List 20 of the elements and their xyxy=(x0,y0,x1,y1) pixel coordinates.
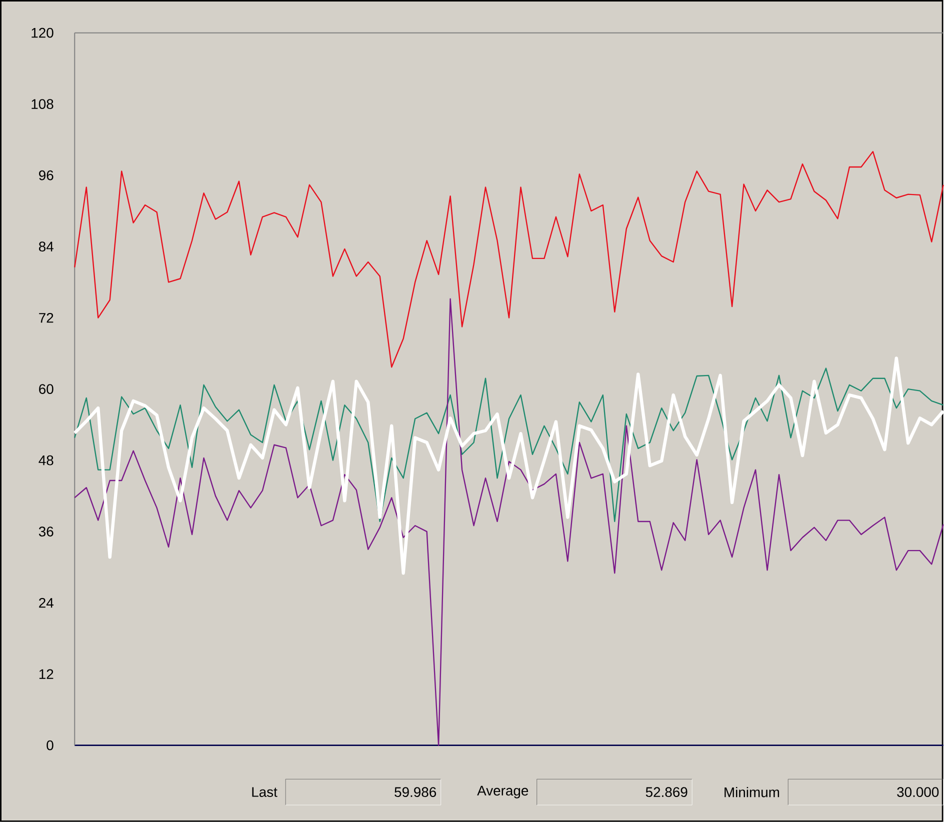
y-tick-label: 36 xyxy=(38,526,54,537)
y-tick-label: 0 xyxy=(46,740,54,750)
y-tick-label: 108 xyxy=(32,99,54,110)
y-tick-label: 96 xyxy=(39,170,54,180)
text: 52.869 xyxy=(646,787,688,798)
line-series xyxy=(74,368,944,522)
line-series xyxy=(74,298,944,746)
text: Average xyxy=(477,786,528,798)
text: 30.000 xyxy=(897,787,939,798)
y-tick-label: 60 xyxy=(39,384,54,394)
line-series xyxy=(74,151,944,368)
y-tick-label: 12 xyxy=(39,669,54,679)
text: 59.986 xyxy=(394,787,436,798)
text: Last xyxy=(252,787,278,797)
y-tick-label: 72 xyxy=(39,312,54,323)
y-tick-label: 84 xyxy=(38,242,54,252)
y-tick-label: 120 xyxy=(32,28,54,38)
text: Minimum xyxy=(724,787,780,798)
y-tick-label: 48 xyxy=(38,455,54,466)
y-tick-label: 24 xyxy=(39,598,54,608)
